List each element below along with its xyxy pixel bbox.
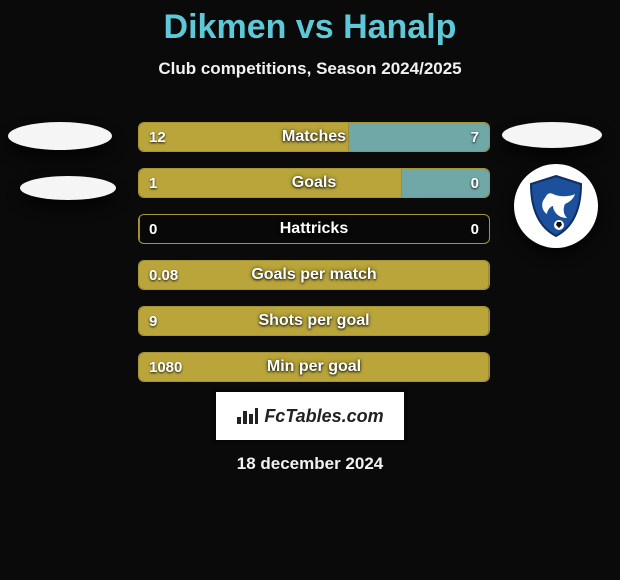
shield-icon [527, 174, 585, 238]
footer-date: 18 december 2024 [0, 454, 620, 474]
placeholder-ellipse [20, 176, 116, 200]
stat-value-left: 0 [149, 215, 157, 243]
stat-row: 0 0Hattricks [138, 214, 490, 244]
left-player-placeholder [8, 122, 118, 226]
stat-bar-left [139, 123, 349, 151]
page-subtitle: Club competitions, Season 2024/2025 [0, 59, 620, 79]
stat-bar-left [139, 307, 489, 335]
stat-row: 127Matches [138, 122, 490, 152]
stat-bar-right [349, 123, 489, 151]
right-player-badge-area [502, 122, 610, 248]
bar-chart-icon [236, 407, 258, 425]
fctables-link[interactable]: FcTables.com [216, 392, 404, 440]
page-title: Dikmen vs Hanalp [0, 0, 620, 47]
placeholder-ellipse [502, 122, 602, 148]
placeholder-ellipse [8, 122, 112, 150]
stat-bar-left [139, 353, 489, 381]
stat-bar-left [139, 261, 489, 289]
stat-row: 10Goals [138, 168, 490, 198]
stat-bar-right [402, 169, 490, 197]
stat-row: 0.08Goals per match [138, 260, 490, 290]
stat-bar-left [139, 169, 402, 197]
stat-label: Hattricks [139, 215, 489, 243]
stat-bar-left [139, 215, 140, 243]
stat-row: 9Shots per goal [138, 306, 490, 336]
stat-value-right: 0 [471, 215, 479, 243]
stat-row: 1080Min per goal [138, 352, 490, 382]
club-badge [514, 164, 598, 248]
stats-container: 127Matches 10Goals 0 0Hattricks 0.08Goals pe… [138, 122, 490, 398]
fctables-label: FcTables.com [264, 406, 383, 427]
